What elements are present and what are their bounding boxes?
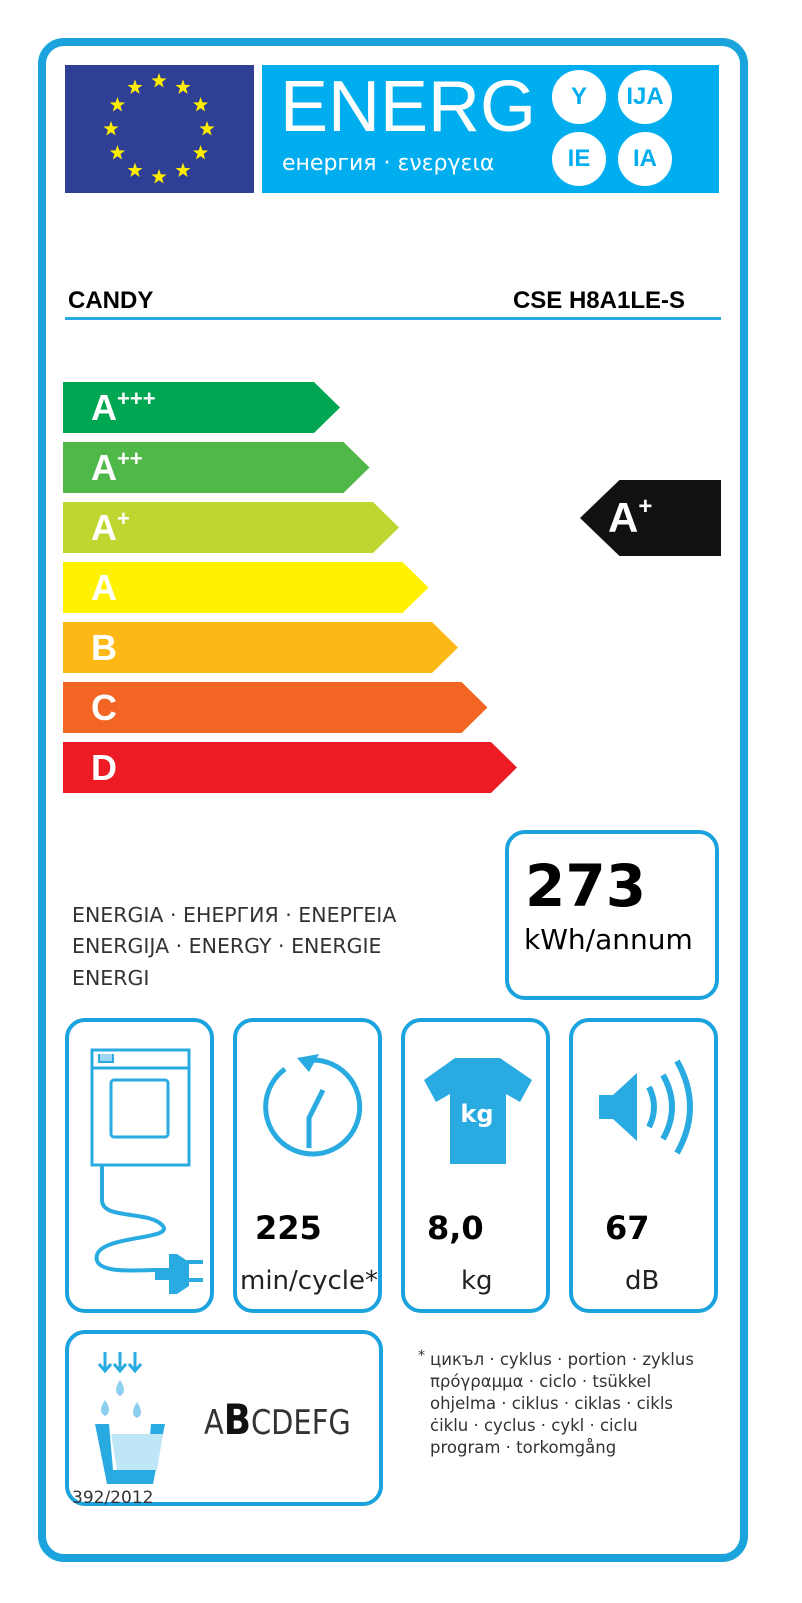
efficiency-class-bar: A+ [63, 502, 399, 553]
condensation-class: F [311, 1403, 329, 1443]
header-title: ENERG [280, 67, 537, 147]
class-letter: B [91, 627, 117, 668]
star-icon [109, 145, 126, 160]
suffix-badge: IA [618, 132, 672, 186]
speaker-icon [599, 1059, 693, 1155]
footnote-line: πρόγραμμα · ciclo · tsükkel [430, 1372, 652, 1391]
eu-flag-icon [65, 65, 254, 193]
energy-caption: ENERGI [72, 966, 150, 990]
class-letter: A [91, 387, 117, 428]
energy-header: ENERG енергия · ενεργεια Y IJA IE IA [262, 65, 719, 193]
condensation-box: ABCDEFG [65, 1330, 383, 1506]
header-subtitle: енергия · ενεργεια [282, 151, 495, 176]
cycle-time-unit: min/cycle* [240, 1266, 378, 1296]
star-icon [192, 97, 209, 112]
cycle-time-box: 225 min/cycle* [233, 1018, 382, 1313]
condensation-class: D [271, 1403, 294, 1443]
star-icon [151, 169, 167, 184]
star-icon [151, 73, 167, 88]
condensation-class: E [293, 1403, 312, 1443]
supplier-name: CANDY [68, 287, 154, 314]
condensation-class: C [250, 1403, 272, 1443]
capacity-box: kg 8,0 kg [401, 1018, 550, 1313]
star-icon [175, 162, 191, 178]
star-icon [109, 97, 126, 112]
class-sup: +++ [117, 386, 156, 411]
efficiency-class-bar: C [63, 682, 488, 733]
efficiency-class-bar: A [63, 562, 429, 613]
class-sup: ++ [117, 446, 143, 471]
footnote-line: program · torkomgång [430, 1438, 617, 1457]
star-icon [192, 145, 209, 160]
efficiency-class-bar: B [63, 622, 458, 673]
clock-icon [263, 1054, 363, 1157]
footnote-line: ċiklu · cyclus · cykl · ciclu [430, 1416, 638, 1435]
capacity-unit: kg [461, 1266, 493, 1296]
condensation-class: A [204, 1403, 224, 1443]
model-id: CSE H8A1LE-S [512, 287, 685, 314]
energy-value: 273 [525, 852, 647, 920]
energy-caption: ENERGIJA · ENERGY · ENERGIE [72, 934, 382, 958]
class-letter: C [91, 687, 117, 728]
cycle-time-value: 225 [255, 1209, 322, 1247]
divider [65, 317, 721, 320]
footnote-mark: * [418, 1348, 425, 1364]
tshirt-kg-icon: kg [424, 1058, 532, 1164]
noise-box: 67 dB [569, 1018, 718, 1313]
rating-sup: + [638, 493, 653, 520]
star-icon [175, 79, 191, 94]
class-sup: + [117, 506, 130, 531]
efficiency-class-bar: D [63, 742, 517, 793]
noise-value: 67 [605, 1209, 650, 1247]
condensation-class: B [223, 1395, 251, 1444]
suffix-badge: IJA [618, 70, 672, 124]
star-icon [199, 121, 215, 136]
noise-unit: dB [625, 1266, 660, 1296]
water-basin-icon [95, 1352, 165, 1484]
rating-letter: A [608, 494, 639, 541]
vented-dryer-plug-icon [90, 1048, 203, 1294]
tshirt-kg-label: kg [460, 1100, 493, 1128]
label-frame [38, 38, 748, 1562]
energy-unit: kWh/annum [524, 923, 693, 956]
class-letter: A [91, 567, 117, 608]
efficiency-class-bar: A+++ [63, 382, 340, 433]
class-letter: A [91, 507, 117, 548]
energy-consumption-box [505, 830, 719, 1000]
energy-caption: ENERGIA · ЕНЕРГИЯ · ΕΝΕΡΓΕΙΑ [72, 903, 397, 927]
regulation-number: 392/2012 [72, 1488, 154, 1508]
efficiency-class-bar: A++ [63, 442, 370, 493]
dryer-type-box [65, 1018, 214, 1313]
class-letter: A [91, 447, 117, 488]
footnote-line: цикъл · cyklus · portion · zyklus [430, 1350, 694, 1369]
capacity-value: 8,0 [427, 1209, 484, 1247]
condensation-class: G [328, 1403, 351, 1443]
star-icon [127, 162, 143, 178]
suffix-badge: Y [552, 70, 606, 124]
condensation-classes: ABCDEFG [204, 1396, 351, 1447]
class-letter: D [91, 747, 117, 788]
suffix-badge: IE [552, 132, 606, 186]
star-icon [103, 121, 119, 136]
star-icon [127, 79, 143, 94]
footnote-line: ohjelma · ciklus · ciklas · cikls [430, 1394, 674, 1413]
